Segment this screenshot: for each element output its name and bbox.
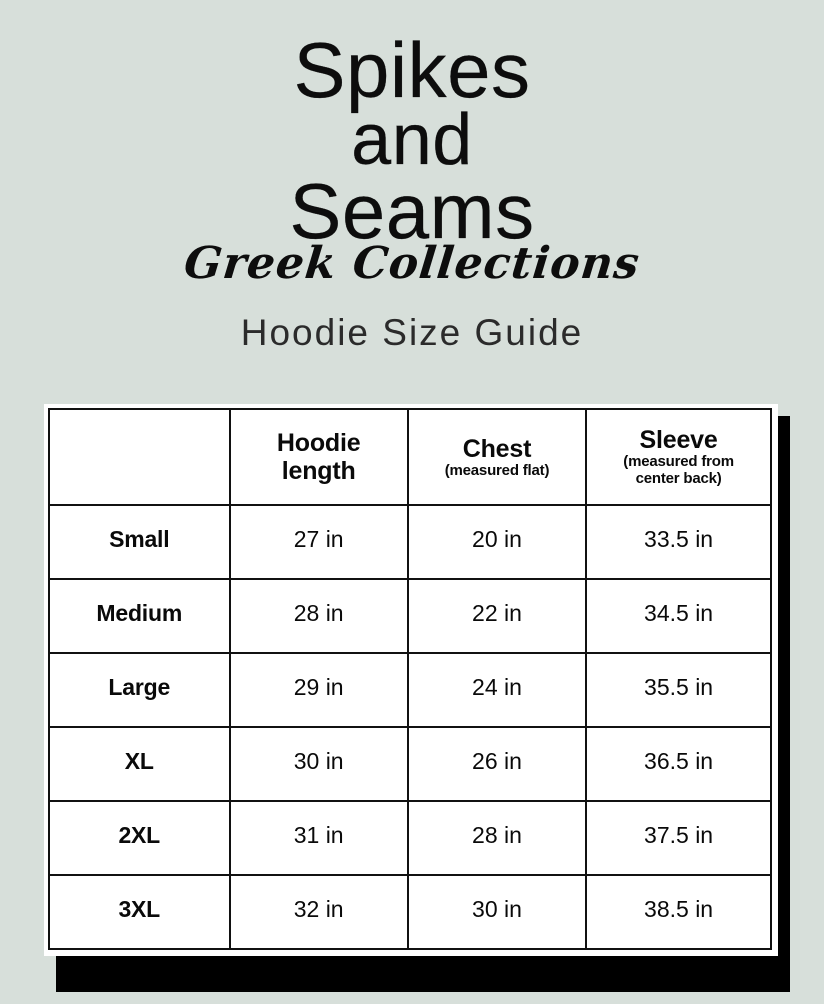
size-chart-table: Hoodie length Chest (measured flat) Slee… — [48, 408, 772, 950]
table-row: Large 29 in 24 in 35.5 in — [48, 652, 772, 728]
header-chest-title: Chest — [462, 434, 532, 463]
cell-length-text: 32 in — [293, 895, 344, 922]
header-hoodie-length-line1: Hoodie — [276, 429, 361, 457]
cell-length-text: 31 in — [293, 821, 344, 848]
cell-sleeve: 38.5 in — [585, 874, 772, 950]
table-row: Small 27 in 20 in 33.5 in — [48, 504, 772, 580]
cell-size-text: Small — [109, 525, 170, 552]
brand-line-spikes: Spikes — [293, 26, 531, 114]
table-header: Hoodie length Chest (measured flat) Slee… — [48, 408, 772, 506]
cell-size: Large — [48, 652, 231, 728]
cell-chest-text: 26 in — [472, 747, 522, 774]
header-chest-note: (measured flat) — [444, 461, 550, 479]
cell-length-text: 28 in — [293, 599, 344, 626]
cell-sleeve-text: 33.5 in — [644, 525, 714, 552]
cell-size-text: Large — [108, 673, 171, 700]
cell-size-text: 3XL — [118, 895, 161, 922]
cell-length-text: 30 in — [293, 747, 344, 774]
brand-tagline-script: Greek Collections — [181, 238, 643, 290]
cell-length: 27 in — [228, 504, 409, 580]
cell-size-text: XL — [124, 747, 154, 774]
cell-sleeve: 36.5 in — [585, 726, 772, 802]
cell-size-text: 2XL — [118, 821, 161, 848]
cell-length-text: 29 in — [293, 673, 344, 700]
header-sleeve-note-line1: (measured from — [623, 453, 734, 471]
cell-sleeve: 34.5 in — [585, 578, 772, 654]
brand-line-seams: Seams — [289, 166, 535, 255]
cell-chest-text: 22 in — [472, 599, 522, 626]
header-sleeve-note-line2: center back) — [635, 470, 722, 487]
cell-chest-text: 24 in — [472, 673, 522, 700]
cell-size: 2XL — [48, 800, 231, 876]
cell-sleeve: 35.5 in — [585, 652, 772, 728]
cell-size: 3XL — [48, 874, 231, 950]
header-sleeve: Sleeve (measured from center back) — [585, 408, 772, 506]
cell-chest: 24 in — [406, 652, 588, 728]
size-table-card: Hoodie length Chest (measured flat) Slee… — [44, 404, 778, 956]
cell-sleeve-text: 34.5 in — [644, 599, 714, 626]
header-hoodie-length: Hoodie length — [228, 408, 409, 506]
cell-sleeve-text: 35.5 in — [644, 673, 714, 700]
cell-size: XL — [48, 726, 231, 802]
cell-sleeve-text: 37.5 in — [644, 821, 714, 848]
table-header-row: Hoodie length Chest (measured flat) Slee… — [48, 408, 772, 506]
header-sleeve-title: Sleeve — [639, 426, 718, 455]
cell-chest: 20 in — [406, 504, 588, 580]
cell-chest-text: 30 in — [472, 895, 522, 922]
table-row: 2XL 31 in 28 in 37.5 in — [48, 800, 772, 876]
cell-length: 31 in — [228, 800, 409, 876]
table-body: Small 27 in 20 in 33.5 in Medium 28 in 2… — [48, 504, 772, 950]
table-row: Medium 28 in 22 in 34.5 in — [48, 578, 772, 654]
cell-sleeve-text: 38.5 in — [644, 895, 714, 922]
size-table-card-wrapper: Hoodie length Chest (measured flat) Slee… — [44, 404, 790, 992]
cell-chest: 26 in — [406, 726, 588, 802]
cell-length: 28 in — [228, 578, 409, 654]
cell-sleeve: 33.5 in — [585, 504, 772, 580]
brand-logo: Spikes and Seams Greek Collections — [0, 0, 824, 290]
cell-sleeve: 37.5 in — [585, 800, 772, 876]
table-row: XL 30 in 26 in 36.5 in — [48, 726, 772, 802]
cell-length: 30 in — [228, 726, 409, 802]
cell-sleeve-text: 36.5 in — [644, 747, 714, 774]
cell-chest-text: 28 in — [472, 821, 522, 848]
cell-chest: 22 in — [406, 578, 588, 654]
cell-length: 29 in — [228, 652, 409, 728]
brand-line-and: and — [351, 100, 473, 181]
page-title: Hoodie Size Guide — [240, 312, 584, 354]
cell-chest: 30 in — [406, 874, 588, 950]
table-row: 3XL 32 in 30 in 38.5 in — [48, 874, 772, 950]
header-size-blank — [48, 408, 231, 506]
cell-chest: 28 in — [406, 800, 588, 876]
cell-size: Medium — [48, 578, 231, 654]
cell-size-text: Medium — [96, 599, 183, 626]
header-chest: Chest (measured flat) — [406, 408, 588, 506]
cell-length-text: 27 in — [293, 525, 344, 552]
cell-size: Small — [48, 504, 231, 580]
cell-length: 32 in — [228, 874, 409, 950]
cell-chest-text: 20 in — [472, 525, 522, 552]
header-hoodie-length-line2: length — [281, 457, 356, 485]
